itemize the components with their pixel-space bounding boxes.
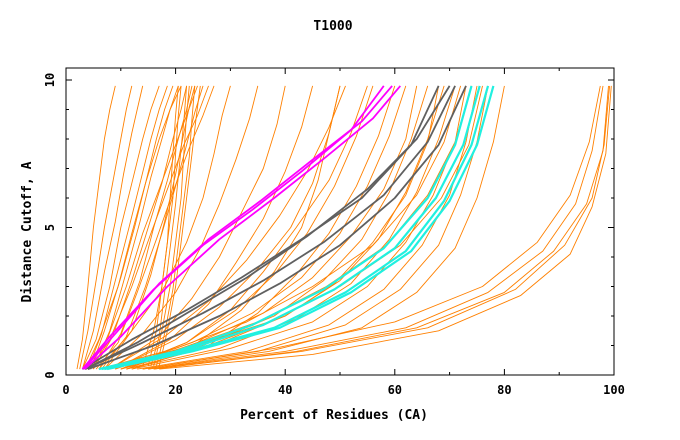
series-line-cyan-1 [98, 85, 473, 371]
series-line-steep-9 [93, 85, 188, 370]
series-line-steep-6 [90, 85, 174, 370]
series-line-mid-2 [104, 85, 259, 370]
series-line-late-3 [126, 85, 456, 370]
series-line-mid-1 [98, 85, 231, 370]
series-line-mid-3 [109, 85, 286, 370]
series-line-late-8 [148, 85, 505, 370]
series-line-orange-bundle-1 [98, 85, 462, 370]
series-line-steep-11 [87, 85, 198, 370]
series-line-cyan-3 [104, 85, 490, 371]
ticks-layer: 0 20 40 60 80 100 0 5 10 [43, 68, 625, 397]
series-line-mid-4 [115, 85, 314, 370]
y-tick-label-0: 0 [43, 371, 57, 378]
x-tick-label-100: 100 [603, 383, 625, 397]
y-tick-label-10: 10 [43, 73, 57, 87]
series-line-late-2 [120, 85, 445, 370]
series-line-steep-14 [90, 85, 209, 370]
series-line-mid-9 [120, 85, 374, 370]
series-line-cyan-2 [101, 85, 481, 371]
x-tick-label-60: 60 [388, 383, 402, 397]
x-tick-label-20: 20 [168, 383, 182, 397]
series-line-band-2 [147, 85, 179, 367]
series-line-late-6 [137, 85, 478, 370]
x-tick-label-0: 0 [62, 383, 69, 397]
series-line-band-1 [142, 85, 182, 367]
y-axis-label: Distance Cutoff, A [20, 161, 35, 302]
series-line-steep-2 [79, 85, 133, 370]
series-line-steep-13 [95, 85, 215, 370]
series-line-late-9 [115, 85, 407, 370]
series-line-steep-4 [81, 85, 160, 370]
y-tick-label-5: 5 [43, 224, 57, 231]
series-line-late-4 [120, 85, 418, 370]
series-line-steep-1 [76, 85, 116, 370]
x-tick-label-80: 80 [497, 383, 511, 397]
series-line-mid-5 [115, 85, 341, 370]
series-line-far-4 [153, 85, 611, 370]
series-line-mid-7 [109, 85, 346, 370]
series-line-gray-3 [87, 85, 467, 370]
series-line-magenta-3 [83, 85, 401, 370]
x-axis-label: Percent of Residues (CA) [240, 408, 428, 423]
series-line-far-2 [153, 85, 609, 370]
series-line-steep-8 [84, 85, 182, 370]
x-tick-label-40: 40 [278, 383, 292, 397]
series-line-mid-6 [120, 85, 368, 370]
series-line-gray-2 [84, 85, 456, 370]
chart-title: T1000 [313, 19, 352, 34]
series-line-far-3 [159, 85, 612, 370]
series-line-far-5 [142, 85, 601, 370]
series-line-gray-4 [84, 85, 451, 370]
series-layer [76, 85, 612, 371]
series-line-magenta-2 [82, 85, 393, 370]
series-line-cyan-4 [106, 85, 495, 371]
series-line-steep-3 [81, 85, 144, 370]
series-line-far-1 [148, 85, 604, 370]
